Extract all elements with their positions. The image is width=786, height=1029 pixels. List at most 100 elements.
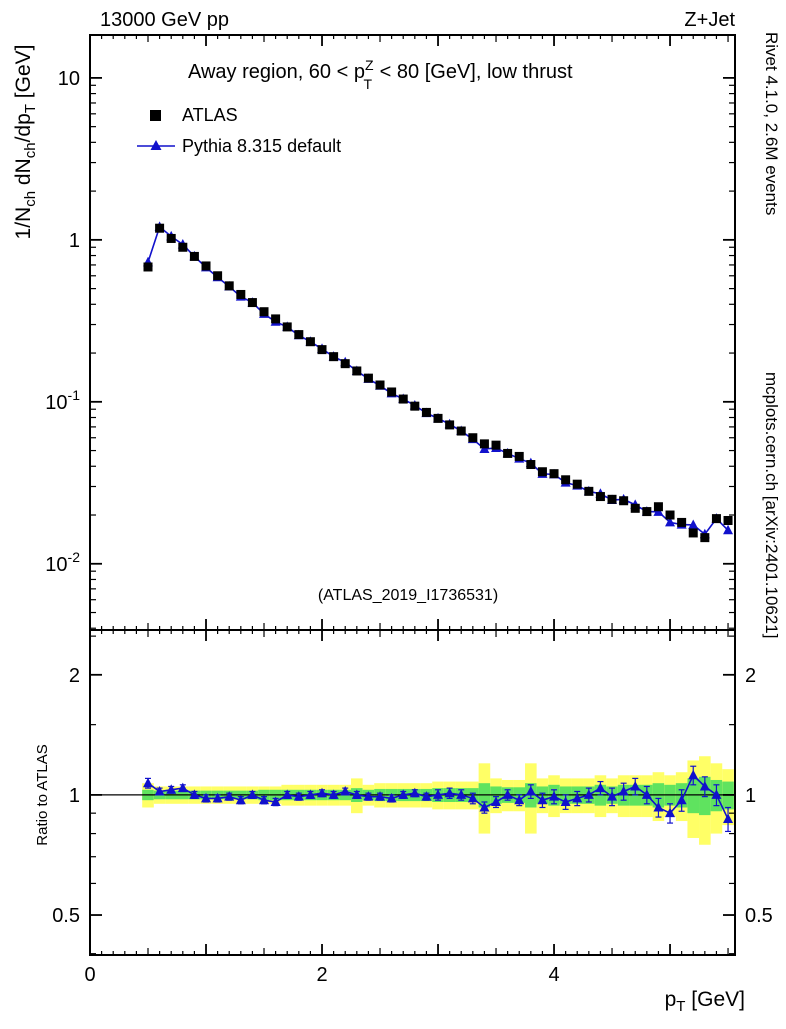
axes-layer: 0 2 4 10 1 10-1 10-2 2 2 1 1 0.5 0.5 bbox=[45, 34, 773, 986]
pythia-ratio-marker bbox=[467, 792, 478, 803]
atlas-marker bbox=[433, 413, 443, 423]
pythia-ratio-marker bbox=[525, 785, 536, 796]
atlas-marker bbox=[317, 345, 327, 355]
atlas-marker bbox=[514, 451, 524, 461]
pythia-ratio-marker bbox=[572, 792, 583, 803]
pythia-ratio-marker bbox=[514, 794, 525, 805]
legend-pythia-triangle-marker-icon bbox=[150, 140, 162, 150]
atlas-marker bbox=[584, 486, 594, 496]
header-process-label: Z+Jet bbox=[684, 9, 735, 31]
x-axis-title: pT [GeV] bbox=[665, 988, 745, 1015]
atlas-marker bbox=[155, 223, 165, 233]
pythia-ratio-marker bbox=[235, 794, 246, 805]
atlas-marker bbox=[711, 514, 721, 524]
panel-title: Away region, 60 < pZ T < 80 [GeV], low th… bbox=[188, 57, 573, 92]
pythia-marker bbox=[723, 524, 734, 535]
atlas-marker bbox=[561, 475, 571, 485]
atlas-marker bbox=[468, 433, 478, 443]
data-series-layer bbox=[143, 221, 734, 833]
atlas-marker bbox=[445, 420, 455, 430]
atlas-marker bbox=[178, 242, 188, 252]
mcplots-reference-note: mcplots.cern.ch [arXiv:2401.10621] bbox=[762, 372, 781, 638]
y-tick-label-main: 1 bbox=[69, 230, 80, 252]
pythia-ratio-marker bbox=[305, 789, 316, 799]
pythia-ratio-marker bbox=[177, 782, 188, 793]
atlas-marker bbox=[653, 502, 663, 512]
y-tick-label-main: 10-2 bbox=[45, 549, 80, 576]
atlas-marker bbox=[456, 426, 466, 436]
atlas-marker bbox=[213, 271, 223, 281]
legend-pythia-label: Pythia 8.315 default bbox=[182, 136, 341, 156]
pythia-ratio-marker bbox=[363, 791, 374, 801]
pythia-ratio-marker bbox=[247, 789, 258, 799]
atlas-marker bbox=[537, 467, 547, 477]
pythia-ratio-marker bbox=[409, 787, 420, 798]
y-tick-label-main: 10-1 bbox=[45, 387, 80, 414]
atlas-marker bbox=[479, 439, 489, 449]
atlas-marker bbox=[352, 366, 362, 376]
pythia-ratio-marker bbox=[293, 791, 304, 801]
x-tick-label: 0 bbox=[84, 964, 95, 986]
pythia-ratio-marker bbox=[259, 794, 270, 805]
ratio-tick-label-right: 2 bbox=[745, 665, 756, 687]
pythia-ratio-marker bbox=[421, 791, 432, 801]
atlas-marker bbox=[410, 401, 420, 411]
pythia-ratio-marker bbox=[317, 787, 328, 798]
atlas-marker bbox=[503, 448, 513, 458]
pythia-ratio-marker bbox=[560, 796, 571, 806]
pythia-ratio-marker bbox=[212, 792, 223, 803]
atlas-marker bbox=[526, 460, 536, 470]
atlas-marker bbox=[294, 330, 304, 340]
pythia-ratio-marker bbox=[433, 789, 444, 799]
atlas-marker bbox=[247, 298, 257, 308]
pythia-ratio-marker bbox=[583, 789, 594, 799]
pythia-ratio-marker bbox=[479, 801, 490, 812]
pythia-ratio-marker bbox=[653, 801, 664, 812]
atlas-marker bbox=[688, 528, 698, 538]
pythia-ratio-marker bbox=[282, 789, 293, 799]
ratio-tick-label-left: 0.5 bbox=[52, 905, 80, 927]
atlas-marker bbox=[677, 517, 687, 527]
legend-atlas-square-marker-icon bbox=[150, 110, 161, 121]
atlas-marker bbox=[387, 387, 397, 397]
pythia-ratio-marker bbox=[699, 780, 710, 791]
pythia-ratio-marker bbox=[491, 796, 502, 806]
atlas-marker bbox=[665, 510, 675, 520]
x-tick-label: 4 bbox=[548, 964, 559, 986]
atlas-marker bbox=[607, 494, 617, 504]
pythia-ratio-marker bbox=[676, 794, 687, 805]
atlas-marker bbox=[491, 440, 501, 450]
pythia-ratio-marker bbox=[549, 791, 560, 801]
pythia-ratio-marker bbox=[189, 789, 200, 799]
pythia-main-line bbox=[147, 225, 729, 536]
pythia-ratio-marker bbox=[641, 789, 652, 799]
pythia-ratio-marker bbox=[270, 796, 281, 806]
rivet-version-note: Rivet 4.1.0, 2.6M events bbox=[762, 32, 781, 215]
pythia-ratio-marker bbox=[630, 780, 641, 791]
atlas-marker bbox=[259, 307, 269, 317]
pythia-ratio-marker bbox=[340, 785, 351, 796]
pythia-ratio-marker bbox=[665, 807, 676, 818]
pythia-ratio-marker bbox=[328, 789, 339, 799]
atlas-marker bbox=[305, 337, 315, 347]
legend-atlas-label: ATLAS bbox=[182, 105, 238, 125]
atlas-marker bbox=[189, 251, 199, 261]
pythia-ratio-marker bbox=[386, 792, 397, 803]
atlas-marker bbox=[723, 515, 733, 525]
atlas-marker bbox=[143, 262, 153, 272]
band-green bbox=[687, 778, 700, 814]
atlas-marker bbox=[398, 394, 408, 404]
atlas-marker bbox=[363, 373, 373, 383]
pythia-ratio-marker bbox=[618, 785, 629, 796]
atlas-marker bbox=[224, 281, 234, 291]
atlas-marker bbox=[595, 492, 605, 502]
atlas-marker bbox=[282, 322, 292, 332]
x-tick-label: 2 bbox=[316, 964, 327, 986]
main-series bbox=[143, 221, 734, 543]
atlas-marker bbox=[201, 261, 211, 271]
atlas-marker bbox=[630, 503, 640, 513]
pythia-ratio-marker bbox=[444, 787, 455, 798]
analysis-watermark: (ATLAS_2019_I1736531) bbox=[318, 587, 498, 604]
pythia-ratio-marker bbox=[537, 794, 548, 805]
